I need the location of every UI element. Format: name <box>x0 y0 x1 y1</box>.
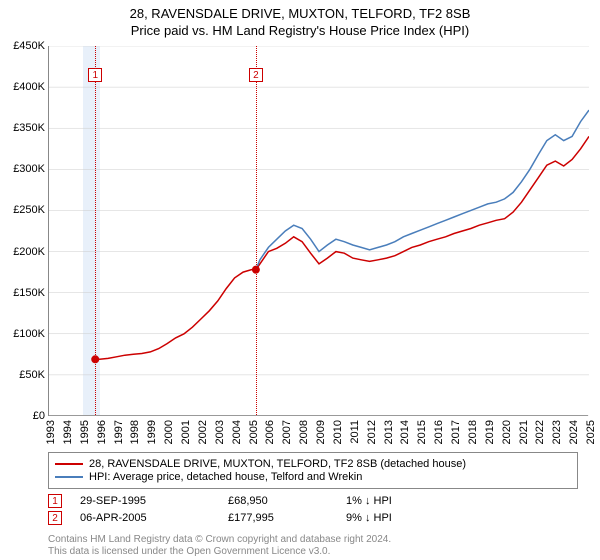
legend-label: HPI: Average price, detached house, Telf… <box>89 471 362 483</box>
series-lines <box>49 46 589 416</box>
x-tick-label: 2012 <box>366 420 383 444</box>
marker-badge: 1 <box>48 494 62 508</box>
x-tick-label: 2008 <box>298 420 315 444</box>
y-tick-label: £250K <box>5 204 45 216</box>
chart-plot-area: £0£50K£100K£150K£200K£250K£300K£350K£400… <box>48 46 588 416</box>
x-tick-label: 2010 <box>332 420 349 444</box>
x-tick-label: 1996 <box>96 420 113 444</box>
chart-title: 28, RAVENSDALE DRIVE, MUXTON, TELFORD, T… <box>0 0 600 23</box>
x-tick-label: 2023 <box>551 420 568 444</box>
x-tick-label: 2015 <box>416 420 433 444</box>
txn-pct: 9% ↓ HPI <box>346 512 466 524</box>
x-tick-label: 1994 <box>62 420 79 444</box>
y-tick-label: £450K <box>5 40 45 52</box>
footer-line: Contains HM Land Registry data © Crown c… <box>48 534 391 546</box>
y-tick-label: £50K <box>5 369 45 381</box>
x-tick-label: 2009 <box>315 420 332 444</box>
y-tick-label: £100K <box>5 328 45 340</box>
x-tick-label: 2014 <box>399 420 416 444</box>
transaction-row: 1 29-SEP-1995 £68,950 1% ↓ HPI <box>48 494 578 508</box>
x-tick-label: 2018 <box>467 420 484 444</box>
legend-swatch <box>55 476 83 478</box>
x-tick-label: 2017 <box>450 420 467 444</box>
x-tick-label: 2016 <box>433 420 450 444</box>
y-tick-label: £400K <box>5 81 45 93</box>
x-tick-label: 2011 <box>349 420 366 444</box>
legend-item: 28, RAVENSDALE DRIVE, MUXTON, TELFORD, T… <box>55 458 571 470</box>
x-tick-label: 2020 <box>501 420 518 444</box>
x-tick-label: 2022 <box>534 420 551 444</box>
y-tick-label: £350K <box>5 122 45 134</box>
x-tick-label: 1999 <box>146 420 163 444</box>
x-tick-label: 2024 <box>568 420 585 444</box>
chart-marker-badge: 2 <box>249 68 263 82</box>
x-tick-label: 2021 <box>518 420 535 444</box>
legend-swatch <box>55 463 83 465</box>
x-tick-label: 2000 <box>163 420 180 444</box>
x-tick-label: 2006 <box>264 420 281 444</box>
legend-item: HPI: Average price, detached house, Telf… <box>55 471 571 483</box>
x-tick-label: 2001 <box>180 420 197 444</box>
x-tick-label: 2005 <box>248 420 265 444</box>
x-tick-label: 2003 <box>214 420 231 444</box>
y-tick-label: £300K <box>5 163 45 175</box>
x-tick-label: 2013 <box>383 420 400 444</box>
chart-subtitle: Price paid vs. HM Land Registry's House … <box>0 23 600 42</box>
x-tick-label: 1993 <box>45 420 62 444</box>
x-tick-label: 2002 <box>197 420 214 444</box>
marker-line-1 <box>95 46 96 415</box>
footer-credit: Contains HM Land Registry data © Crown c… <box>48 534 391 558</box>
txn-date: 06-APR-2005 <box>80 512 210 524</box>
y-tick-label: £150K <box>5 287 45 299</box>
x-tick-label: 2019 <box>484 420 501 444</box>
chart-marker-badge: 1 <box>88 68 102 82</box>
y-tick-label: £200K <box>5 246 45 258</box>
txn-date: 29-SEP-1995 <box>80 495 210 507</box>
marker-line-2 <box>256 46 257 415</box>
x-tick-label: 2004 <box>231 420 248 444</box>
txn-price: £68,950 <box>228 495 328 507</box>
x-tick-label: 2025 <box>585 420 600 444</box>
legend: 28, RAVENSDALE DRIVE, MUXTON, TELFORD, T… <box>48 452 578 489</box>
legend-label: 28, RAVENSDALE DRIVE, MUXTON, TELFORD, T… <box>89 458 466 470</box>
transaction-row: 2 06-APR-2005 £177,995 9% ↓ HPI <box>48 511 578 525</box>
x-tick-label: 1998 <box>129 420 146 444</box>
y-tick-label: £0 <box>5 410 45 422</box>
marker-badge: 2 <box>48 511 62 525</box>
transaction-table: 1 29-SEP-1995 £68,950 1% ↓ HPI 2 06-APR-… <box>48 494 578 528</box>
txn-pct: 1% ↓ HPI <box>346 495 466 507</box>
x-tick-label: 2007 <box>281 420 298 444</box>
x-tick-label: 1995 <box>79 420 96 444</box>
x-tick-label: 1997 <box>113 420 130 444</box>
txn-price: £177,995 <box>228 512 328 524</box>
footer-line: This data is licensed under the Open Gov… <box>48 546 391 558</box>
